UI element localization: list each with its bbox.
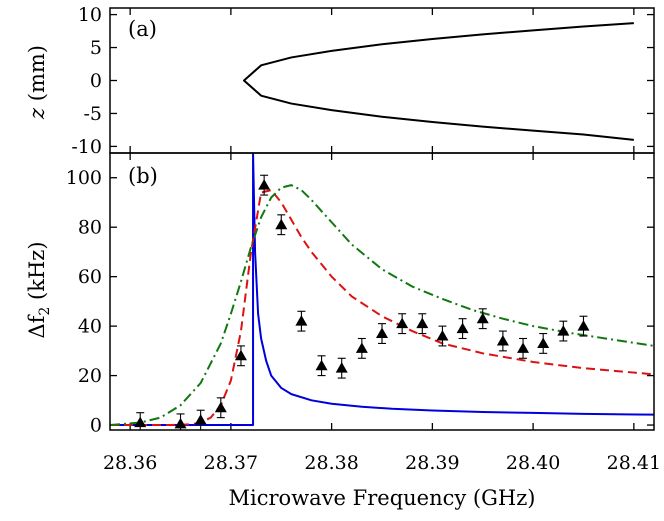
y-tick-label: 0 xyxy=(90,415,102,437)
series-line-b-0 xyxy=(110,153,654,427)
data-point xyxy=(355,342,368,353)
data-point xyxy=(315,359,328,371)
x-tick-label: 28.36 xyxy=(103,452,157,474)
x-tick-label: 28.38 xyxy=(304,452,358,474)
data-point xyxy=(416,317,429,329)
series-line-a-0 xyxy=(242,22,634,141)
y-tick-label: 100 xyxy=(66,167,102,189)
y-tick-label: -10 xyxy=(71,136,102,158)
data-point xyxy=(436,330,449,341)
data-point xyxy=(194,414,207,425)
data-point xyxy=(234,349,247,361)
y-tick-label: 80 xyxy=(78,217,102,239)
panel-a-frame xyxy=(109,7,655,154)
panel-b-tag: (b) xyxy=(128,164,158,188)
y-tick-label: 20 xyxy=(78,365,102,387)
data-point xyxy=(557,325,570,336)
panel-b-plot-area xyxy=(110,153,654,430)
panel-a-y-axis-variable: z xyxy=(25,107,49,120)
data-point xyxy=(335,362,348,373)
y-tick-label: 40 xyxy=(78,316,102,338)
series-line-b-1 xyxy=(110,189,654,427)
data-point xyxy=(275,218,288,230)
panel-b-y-axis-unit: (kHz) xyxy=(25,241,49,300)
data-point xyxy=(396,317,409,329)
y-tick-label: 60 xyxy=(78,266,102,288)
data-point xyxy=(376,327,388,339)
x-tick-label: 28.41 xyxy=(607,452,661,474)
data-point xyxy=(476,312,489,324)
data-point xyxy=(258,179,271,190)
panel-a-y-axis-unit: (mm) xyxy=(25,45,49,101)
data-point xyxy=(456,322,469,334)
data-point xyxy=(134,416,147,428)
data-point xyxy=(496,334,509,346)
panel-b-tick-labels: 0 20 40 60 80 100 28.36 28.37 28.38 28.39 28.40 28.… xyxy=(66,167,661,474)
panel-b-ticks xyxy=(110,153,654,430)
panel-a-ticks xyxy=(110,8,654,153)
y-tick-label: 10 xyxy=(78,4,102,26)
panel-b-frame xyxy=(109,152,655,431)
data-point xyxy=(295,315,308,326)
x-tick-label: 28.37 xyxy=(204,452,258,474)
panel-a-plot-area xyxy=(242,22,634,141)
panel-b-y-axis-subscript: 2 xyxy=(37,307,53,316)
y-tick-label: 0 xyxy=(90,70,102,92)
panel-b: 0 20 40 60 80 100 28.36 28.37 28.38 28.39 28.40 28.… xyxy=(25,153,661,510)
y-tick-label: -5 xyxy=(83,103,102,125)
data-point xyxy=(214,401,227,413)
panel-a-tag: (a) xyxy=(128,17,157,41)
x-tick-label: 28.40 xyxy=(506,452,560,474)
data-point xyxy=(537,337,550,348)
panel-a: 10 5 0 -5 -10 (a) z (mm) xyxy=(25,4,654,158)
data-point xyxy=(174,417,187,429)
data-point xyxy=(517,342,530,353)
x-tick-label: 28.39 xyxy=(405,452,459,474)
data-point xyxy=(577,320,590,331)
panel-b-y-axis-symbol: Δf xyxy=(25,313,49,338)
x-axis-label: Microwave Frequency (GHz) xyxy=(229,486,536,510)
panel-b-y-axis-label: Δf2 (kHz) xyxy=(25,241,53,338)
series-line-b-2 xyxy=(110,184,654,427)
y-tick-label: 5 xyxy=(90,37,102,59)
panel-a-tick-labels: 10 5 0 -5 -10 xyxy=(71,4,102,158)
panel-a-y-axis-label: z (mm) xyxy=(25,45,49,120)
